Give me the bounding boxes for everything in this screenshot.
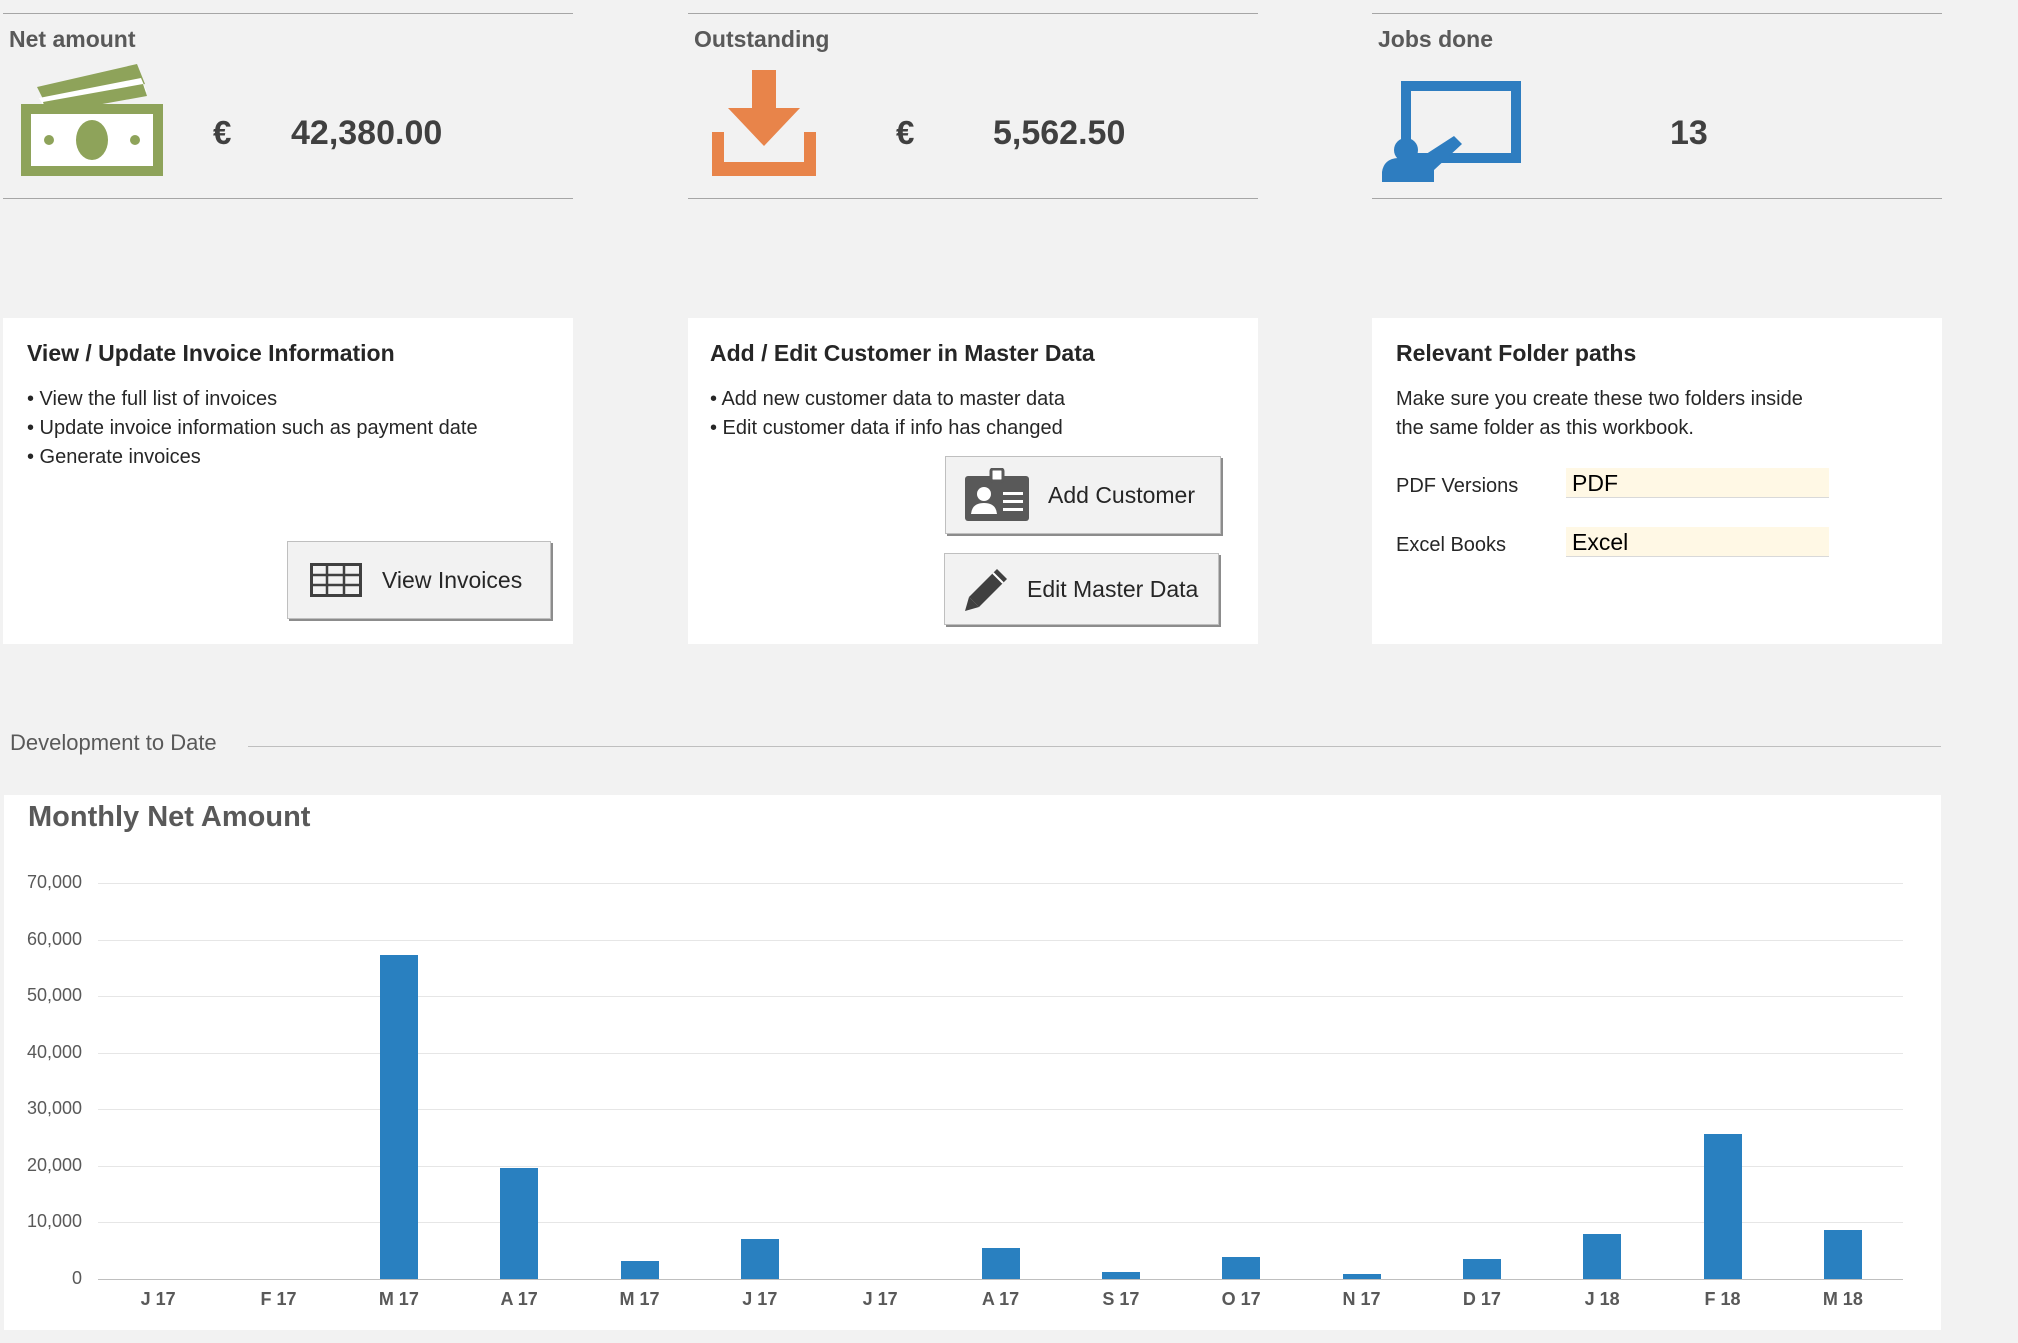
kpi-currency: € [896, 114, 915, 151]
card-title: Add / Edit Customer in Master Data [710, 340, 1095, 366]
button-label: Edit Master Data [1027, 575, 1199, 602]
kpi-title: Net amount [9, 26, 136, 52]
x-tick-label: F 18 [1704, 1289, 1741, 1309]
edit-master-data-button[interactable]: Edit Master Data [944, 553, 1219, 625]
gridline [98, 1165, 1903, 1167]
gridline [98, 1222, 1903, 1224]
card-line: • Update invoice information such as pay… [27, 417, 478, 439]
gridline [98, 1279, 1903, 1280]
presentation-icon [1376, 62, 1526, 186]
card-line: • Edit customer data if info has changed [710, 417, 1063, 439]
bar [500, 1167, 539, 1279]
section-title: Development to Date [10, 730, 217, 755]
kpi-value: 5,562.50 [993, 114, 1126, 152]
table-icon [310, 563, 362, 597]
kpi-value: 42,380.00 [291, 114, 443, 152]
kpi-currency: € [213, 114, 232, 151]
x-tick-label: A 17 [500, 1289, 538, 1309]
excel-books-label: Excel Books [1396, 534, 1507, 556]
x-tick-label: J 17 [140, 1289, 176, 1309]
x-tick-label: S 17 [1102, 1289, 1140, 1309]
pencil-icon [963, 565, 1011, 613]
kpi-jobs-done: Jobs done 13 [1372, 13, 1942, 199]
kpi-title: Outstanding [694, 26, 830, 52]
y-tick-label: 0 [71, 1268, 82, 1288]
view-invoices-button[interactable]: View Invoices [287, 541, 551, 619]
divider [248, 746, 1941, 747]
x-tick-label: M 17 [619, 1289, 660, 1309]
excel-folder-input[interactable]: Excel [1566, 527, 1829, 557]
x-tick-label: J 18 [1584, 1289, 1620, 1309]
x-tick-label: M 18 [1822, 1289, 1863, 1309]
kpi-title: Jobs done [1378, 26, 1494, 52]
button-label: Add Customer [1048, 481, 1196, 508]
kpi-value: 13 [1670, 114, 1708, 152]
bar [1342, 1274, 1381, 1279]
add-customer-button[interactable]: Add Customer [945, 456, 1221, 534]
bar [981, 1248, 1020, 1279]
invoice-card: View / Update Invoice Information • View… [3, 318, 573, 644]
download-icon [708, 62, 858, 182]
card-description: • Add new customer data to master data •… [710, 385, 1065, 443]
card-line: the same folder as this workbook. [1396, 417, 1694, 439]
gridline [98, 939, 1903, 941]
card-line: Make sure you create these two folders i… [1396, 388, 1803, 410]
monthly-net-amount-chart: Monthly Net Amount 0 10,000 20,000 30,000 40… [4, 795, 1941, 1330]
x-tick-label: J 17 [862, 1289, 898, 1309]
bar [1101, 1272, 1140, 1279]
x-tick-label: O 17 [1221, 1289, 1261, 1309]
y-tick-label: 10,000 [26, 1211, 82, 1232]
kpi-outstanding: Outstanding € 5,562.50 [688, 13, 1258, 199]
button-label: View Invoices [382, 566, 523, 593]
x-tick-label: J 17 [742, 1289, 778, 1309]
gridline [98, 996, 1903, 998]
bar [1222, 1256, 1261, 1279]
x-tick-label: F 17 [260, 1289, 297, 1309]
card-line: • Generate invoices [27, 446, 201, 468]
x-tick-label: M 17 [378, 1289, 419, 1309]
card-title: Relevant Folder paths [1396, 340, 1637, 366]
bar [1823, 1230, 1862, 1279]
y-tick-label: 70,000 [26, 872, 82, 892]
chart-title: Monthly Net Amount [28, 801, 311, 833]
y-tick-label: 20,000 [26, 1154, 82, 1175]
bar [1583, 1233, 1622, 1279]
x-tick-label: N 17 [1342, 1289, 1381, 1309]
bar [1703, 1133, 1742, 1279]
card-description: Make sure you create these two folders i… [1396, 385, 1803, 443]
customer-card: Add / Edit Customer in Master Data • Add… [688, 318, 1258, 644]
contact-card-icon [964, 468, 1030, 522]
bar [1462, 1258, 1501, 1279]
y-tick-label: 40,000 [26, 1041, 82, 1062]
gridline [98, 883, 1903, 884]
card-line: • Add new customer data to master data [710, 388, 1065, 410]
x-tick-label: A 17 [981, 1289, 1020, 1309]
bar [620, 1260, 659, 1279]
kpi-net-amount: Net amount € 42,380.00 [3, 13, 573, 199]
bar [740, 1239, 779, 1279]
pdf-versions-label: PDF Versions [1396, 475, 1519, 497]
card-title: View / Update Invoice Information [27, 340, 395, 366]
y-tick-label: 30,000 [26, 1098, 82, 1119]
pdf-folder-input[interactable]: PDF [1566, 468, 1829, 498]
gridline [98, 1052, 1903, 1054]
folder-paths-card: Relevant Folder paths Make sure you crea… [1372, 318, 1942, 644]
gridline [98, 1109, 1903, 1111]
bar [379, 954, 418, 1279]
x-tick-label: D 17 [1462, 1289, 1501, 1309]
money-icon [17, 62, 167, 182]
card-description: • View the full list of invoices • Updat… [27, 385, 478, 472]
y-tick-label: 50,000 [26, 985, 82, 1006]
card-line: • View the full list of invoices [27, 388, 278, 410]
y-tick-label: 60,000 [26, 928, 82, 949]
